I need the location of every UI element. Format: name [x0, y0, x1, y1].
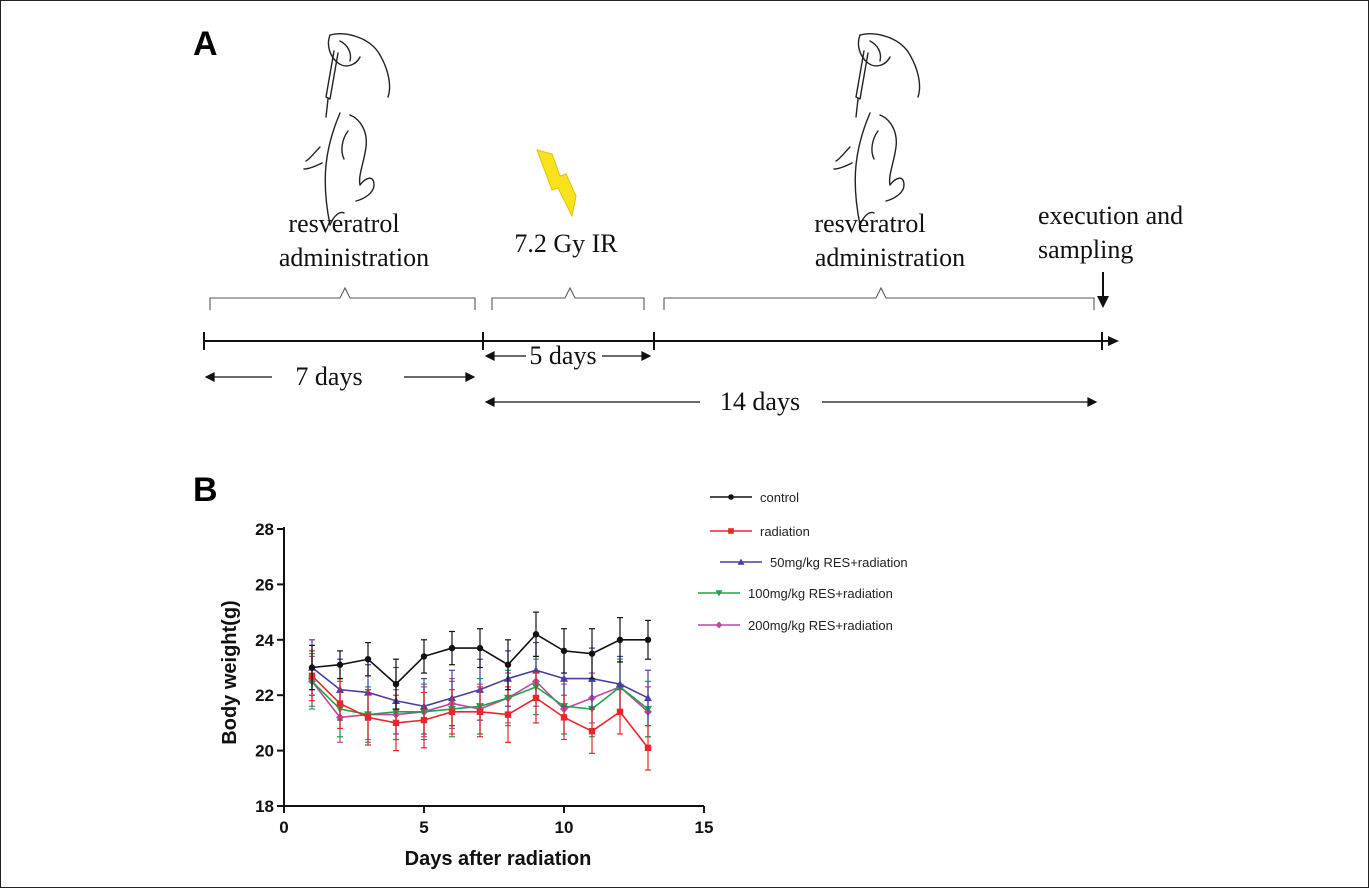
x-tick-label: 5	[419, 818, 428, 837]
legend-marker	[737, 558, 745, 565]
span-14-days-label: 14 days	[720, 387, 800, 416]
x-tick-label: 0	[279, 818, 288, 837]
irradiation-label: 7.2 Gy IR	[514, 229, 618, 258]
lightning-bolt-icon	[536, 149, 577, 218]
series-0	[308, 611, 652, 710]
phase2-label-line1: resveratrol	[814, 209, 925, 238]
phase2-label-line2: administration	[815, 243, 965, 272]
data-point	[420, 653, 428, 660]
data-point	[532, 666, 540, 674]
data-point	[364, 655, 372, 663]
x-tick-label: 10	[555, 818, 574, 837]
data-point	[448, 708, 456, 716]
data-point	[644, 744, 652, 752]
data-point	[448, 644, 456, 652]
chart-legend: control radiation 50mg/kg RES+radiation 100…	[698, 490, 908, 633]
phase1-label-line1: resveratrol	[288, 209, 399, 238]
data-point	[392, 680, 400, 688]
body-weight-chart: 18 20 22 24 26 28 0 5 10 15 Days after radiation Bo…	[219, 520, 713, 870]
end-label-line2: sampling	[1038, 235, 1133, 264]
data-point	[616, 680, 624, 688]
brace-irradiation	[491, 286, 645, 310]
data-point	[588, 650, 596, 657]
data-point	[336, 661, 344, 668]
brace-phase1	[209, 286, 476, 310]
data-point	[420, 716, 428, 724]
y-tick-label: 28	[255, 520, 274, 539]
data-point	[392, 719, 400, 727]
data-point	[616, 636, 624, 643]
brace-phase2	[663, 286, 1095, 310]
data-point	[532, 694, 540, 702]
injection-illustration-2	[833, 33, 921, 226]
x-axis-label: Days after radiation	[405, 848, 592, 870]
legend-label: 50mg/kg RES+radiation	[770, 555, 908, 570]
legend-marker	[715, 590, 723, 597]
injection-illustration-1	[303, 33, 391, 226]
sampling-arrow	[1097, 272, 1109, 308]
y-tick-label: 20	[255, 742, 274, 761]
span-7-days-arrows	[204, 372, 476, 382]
span-14-days-arrows	[484, 397, 1098, 407]
data-point	[364, 714, 372, 721]
legend-marker	[728, 528, 734, 534]
data-point	[588, 728, 596, 735]
y-tick-label: 22	[255, 686, 274, 705]
data-point	[504, 661, 512, 668]
legend-label: radiation	[760, 524, 810, 539]
data-point	[504, 711, 512, 718]
span-7-days-label: 7 days	[295, 362, 362, 391]
legend-marker	[728, 494, 734, 500]
phase1-label-line2: administration	[279, 243, 429, 272]
data-point	[336, 700, 344, 707]
span-5-days-label: 5 days	[529, 341, 596, 370]
data-point	[308, 664, 316, 671]
legend-label: control	[760, 490, 799, 505]
y-tick-label: 24	[255, 631, 274, 650]
legend-marker	[715, 621, 723, 629]
data-point	[476, 708, 484, 716]
data-point	[560, 674, 568, 682]
panel-b-letter: B	[193, 471, 218, 509]
data-point	[560, 714, 568, 721]
timeline-arrowhead	[1108, 336, 1119, 346]
span-5-days-arrows	[484, 351, 652, 361]
data-point	[476, 644, 484, 652]
data-point	[644, 693, 652, 702]
y-tick-label: 26	[255, 575, 274, 594]
y-axis-label: Body weight(g)	[219, 600, 241, 744]
data-point	[644, 636, 652, 643]
timeline-axis	[203, 332, 1110, 350]
legend-label: 200mg/kg RES+radiation	[748, 618, 893, 633]
data-point	[532, 631, 540, 638]
series-1	[308, 650, 652, 771]
x-tick-label: 15	[695, 818, 714, 837]
data-point	[560, 647, 568, 655]
end-label-line1: execution and	[1038, 201, 1183, 230]
legend-label: 100mg/kg RES+radiation	[748, 586, 893, 601]
data-point	[616, 708, 624, 716]
panel-a-letter: A	[193, 25, 218, 63]
y-tick-label: 18	[255, 797, 274, 816]
